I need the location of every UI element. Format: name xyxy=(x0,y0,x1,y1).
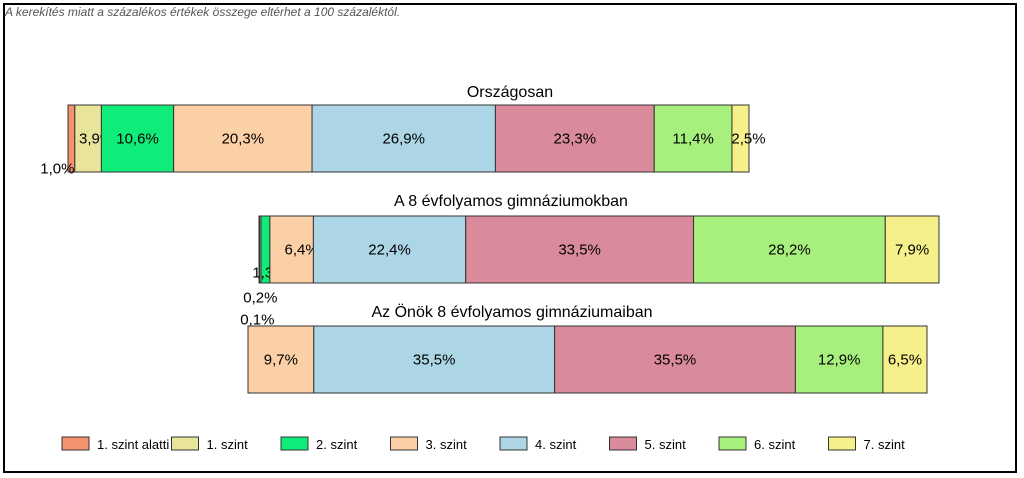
bar-segment-3-level-4 xyxy=(313,325,556,394)
bar-title-1: Országosan xyxy=(467,84,553,101)
legend-swatch-0 xyxy=(61,436,90,451)
data-label-3-level-4: 35,5% xyxy=(413,352,456,369)
data-label-3-level-7: 6,5% xyxy=(888,352,922,369)
legend-swatch-3 xyxy=(390,436,418,451)
legend-label-7: 7. szint xyxy=(864,437,906,452)
data-label-2-level-6: 28,2% xyxy=(768,242,811,259)
bar-segment-2-level-3 xyxy=(269,215,314,284)
data-label-1-level-6: 11,4% xyxy=(672,131,713,148)
legend-swatch-4 xyxy=(499,436,528,451)
legend-swatch-7 xyxy=(828,436,856,451)
bar-segment-3-level-6 xyxy=(794,325,884,394)
legend-label-4: 4. szint xyxy=(535,437,577,452)
data-label-1-level-2: 10,6% xyxy=(116,131,159,148)
legend-swatch-2 xyxy=(280,436,309,451)
legend-label-1: 1. szint xyxy=(207,437,249,452)
data-label-2-level-4: 22,4% xyxy=(368,242,411,259)
legend-label-3: 3. szint xyxy=(426,437,468,452)
bar-segment-1-level-3 xyxy=(173,104,313,173)
legend-label-2: 2. szint xyxy=(316,437,358,452)
legend-swatch-5 xyxy=(609,436,637,451)
data-label-1-level-7: 2,5% xyxy=(731,131,765,148)
bar-segment-2-level-7 xyxy=(884,215,940,284)
bar-segment-2-level-5 xyxy=(465,215,695,284)
bar-segment-3-level-5 xyxy=(554,325,796,394)
bar-segment-3-level-3 xyxy=(247,325,315,394)
bar-segment-1-level-4 xyxy=(311,104,496,173)
data-label-1-level-3: 20,3% xyxy=(222,131,265,148)
bar-segment-1-level-6 xyxy=(653,104,733,173)
bar-segment-1-level-7 xyxy=(731,104,750,173)
data-label-2-level-1: 0,2% xyxy=(243,290,277,307)
rounding-note: A kerekítés miatt a százalékos értékek ö… xyxy=(5,5,401,19)
bar-segment-1-level-2 xyxy=(100,104,175,173)
data-label-2-level-5: 33,5% xyxy=(558,242,601,259)
bar-title-3: Az Önök 8 évfolyamos gimnáziumaiban xyxy=(371,303,652,321)
data-label-3-level-3: 9,7% xyxy=(264,352,298,369)
legend-label-6: 6. szint xyxy=(754,437,796,452)
bar-segment-2-level-6 xyxy=(693,215,886,284)
legend-label-5: 5. szint xyxy=(645,437,687,452)
data-label-1-level-5: 23,3% xyxy=(554,131,597,148)
data-label-2-level-7: 7,9% xyxy=(895,242,929,259)
bar-segment-3-level-7 xyxy=(882,325,928,394)
legend-label-0: 1. szint alatti xyxy=(97,437,169,452)
legend-swatch-6 xyxy=(718,436,747,451)
data-label-1-level-0: 1,0% xyxy=(40,161,74,178)
bar-title-2: A 8 évfolyamos gimnáziumokban xyxy=(394,193,628,210)
data-label-2-level-0: 0,1% xyxy=(240,312,274,329)
legend-swatch-1 xyxy=(171,436,199,451)
data-label-1-level-4: 26,9% xyxy=(382,131,425,148)
bar-segment-1-level-5 xyxy=(494,104,655,173)
data-label-3-level-6: 12,9% xyxy=(818,352,861,369)
data-label-3-level-5: 35,5% xyxy=(654,352,697,369)
data-label-2-level-3: 6,4% xyxy=(285,242,319,259)
